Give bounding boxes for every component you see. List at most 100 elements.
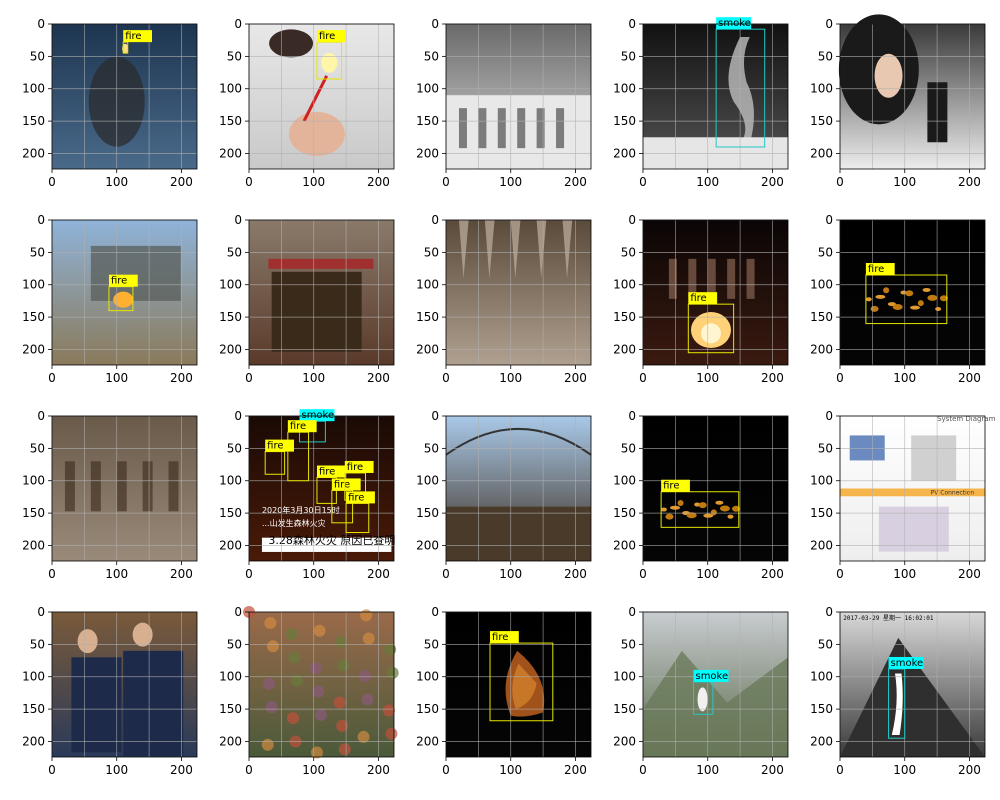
scene-shape bbox=[939, 295, 948, 302]
fire-label: fire bbox=[334, 479, 350, 490]
scene-shape bbox=[840, 637, 985, 757]
scene-shape bbox=[445, 428, 592, 456]
panel-frame bbox=[248, 611, 395, 758]
y-tick-label: 150 bbox=[22, 506, 45, 520]
y-tick-label: 150 bbox=[810, 506, 833, 520]
scene-shape bbox=[357, 730, 370, 743]
x-tick-label: 200 bbox=[761, 763, 784, 777]
scene-shape bbox=[668, 258, 677, 299]
y-tick-label: 100 bbox=[810, 278, 833, 292]
y-tick-label: 150 bbox=[22, 702, 45, 716]
panel-frame bbox=[51, 23, 198, 170]
y-tick-label: 100 bbox=[22, 278, 45, 292]
scene-shape bbox=[703, 513, 714, 518]
scene-shape bbox=[686, 512, 697, 519]
x-tick-label: 0 bbox=[245, 567, 253, 581]
y-tick-label: 100 bbox=[22, 82, 45, 96]
fire-label: fire bbox=[492, 632, 508, 643]
diagram-title: System Diagram bbox=[937, 415, 996, 423]
y-tick-label: 0 bbox=[431, 213, 439, 227]
panel-frame bbox=[248, 415, 395, 562]
x-tick-label: 200 bbox=[367, 567, 390, 581]
image-panel: 0 100 200 0 50 100 150 200 bbox=[810, 14, 986, 189]
detection-label-background bbox=[688, 292, 718, 305]
panel-frame bbox=[642, 611, 789, 758]
image-panel: 0 100 200 0 50 100 150 200 bbox=[22, 409, 198, 581]
diagram-banner bbox=[840, 488, 985, 497]
y-tick-label: 100 bbox=[22, 474, 45, 488]
y-tick-label: 100 bbox=[416, 82, 439, 96]
scene-shape bbox=[116, 461, 127, 512]
panel-frame bbox=[445, 415, 592, 562]
panel-frame bbox=[51, 415, 198, 562]
scene-shape bbox=[288, 651, 301, 664]
x-tick-label: 200 bbox=[367, 763, 390, 777]
scene-shape bbox=[883, 287, 890, 294]
scene-shape bbox=[694, 502, 701, 507]
scene-shape bbox=[643, 650, 788, 757]
scene-shape bbox=[446, 506, 591, 561]
y-tick-label: 100 bbox=[219, 82, 242, 96]
y-tick-label: 200 bbox=[810, 538, 833, 552]
y-tick-label: 200 bbox=[810, 342, 833, 356]
scene-shape bbox=[64, 461, 75, 512]
scene-shape bbox=[870, 305, 879, 312]
y-tick-label: 200 bbox=[810, 146, 833, 160]
x-tick-label: 0 bbox=[245, 763, 253, 777]
smoke-label: smoke bbox=[695, 671, 728, 682]
x-tick-label: 0 bbox=[442, 371, 450, 385]
fire-detection-box bbox=[865, 274, 948, 325]
image-panel: 2017-03-29 星期一 16:02:01 smoke 0 100 200 0 50 10… bbox=[810, 605, 986, 777]
fire-detection-box bbox=[489, 642, 554, 722]
x-tick-label: 100 bbox=[105, 371, 128, 385]
y-tick-label: 150 bbox=[416, 114, 439, 128]
scene-shape bbox=[302, 75, 329, 122]
scene-shape bbox=[458, 220, 469, 279]
y-tick-label: 50 bbox=[424, 245, 439, 259]
y-tick-label: 50 bbox=[424, 441, 439, 455]
y-tick-label: 50 bbox=[818, 441, 833, 455]
x-tick-label: 100 bbox=[893, 763, 916, 777]
x-tick-label: 0 bbox=[48, 371, 56, 385]
image-panel: 0 100 200 0 50 100 150 200 bbox=[416, 213, 592, 385]
y-tick-label: 150 bbox=[613, 310, 636, 324]
scene-shape bbox=[132, 622, 153, 647]
image-panel: 0 100 200 0 50 100 150 200 bbox=[219, 213, 395, 385]
scene-shape bbox=[660, 507, 667, 512]
detection-label-background bbox=[299, 409, 335, 422]
x-tick-label: 200 bbox=[958, 763, 981, 777]
x-tick-label: 0 bbox=[639, 175, 647, 189]
scene-shape bbox=[458, 108, 467, 149]
scene-shape bbox=[728, 36, 754, 144]
scene-shape bbox=[288, 112, 345, 157]
y-tick-label: 100 bbox=[416, 278, 439, 292]
x-tick-label: 200 bbox=[367, 175, 390, 189]
scene-shape bbox=[891, 673, 903, 735]
fire-label: fire bbox=[663, 481, 679, 492]
scene-shape bbox=[271, 271, 362, 352]
y-tick-label: 50 bbox=[621, 245, 636, 259]
x-tick-label: 0 bbox=[639, 763, 647, 777]
panel-frame bbox=[445, 219, 592, 366]
panel-frame bbox=[445, 611, 592, 758]
scene-shape bbox=[719, 505, 730, 512]
y-tick-label: 150 bbox=[22, 310, 45, 324]
y-tick-label: 200 bbox=[613, 342, 636, 356]
x-tick-label: 100 bbox=[302, 567, 325, 581]
y-tick-label: 200 bbox=[613, 146, 636, 160]
image-panel: 0 100 200 0 50 100 150 200 bbox=[416, 409, 592, 581]
scene-shape bbox=[333, 696, 346, 709]
x-tick-label: 100 bbox=[893, 175, 916, 189]
scene-shape bbox=[312, 685, 325, 698]
x-tick-label: 200 bbox=[958, 175, 981, 189]
x-tick-label: 100 bbox=[105, 763, 128, 777]
scene-shape bbox=[911, 435, 957, 481]
x-tick-label: 100 bbox=[696, 371, 719, 385]
x-tick-label: 100 bbox=[893, 371, 916, 385]
y-tick-label: 0 bbox=[37, 213, 45, 227]
scene-shape bbox=[287, 712, 300, 725]
scene-shape bbox=[874, 53, 903, 98]
x-tick-label: 0 bbox=[639, 371, 647, 385]
